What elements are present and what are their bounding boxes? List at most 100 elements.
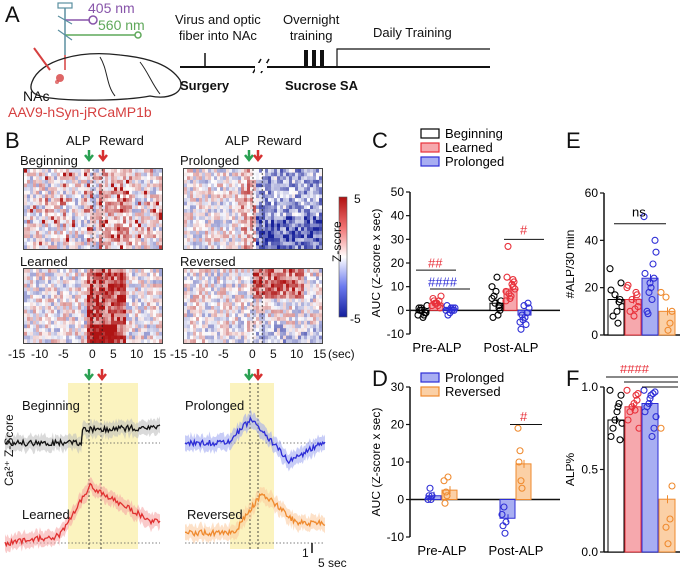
data-point <box>606 265 614 273</box>
timeline-axis <box>180 48 490 74</box>
event-arrows-2 <box>244 150 263 163</box>
panel-label-f: F <box>566 366 580 391</box>
data-point <box>631 305 639 313</box>
data-point <box>646 279 654 287</box>
data-point <box>662 523 670 531</box>
data-point <box>630 312 638 320</box>
colorbar-min: -5 <box>350 312 361 326</box>
y-tick-label: 0.5 <box>581 463 598 477</box>
data-point <box>524 299 532 307</box>
virus-label: AAV9-hSyn-jRCaMP1b <box>8 104 152 120</box>
data-point <box>518 484 526 492</box>
data-point <box>517 325 525 333</box>
data-point <box>632 391 640 399</box>
data-point <box>648 295 656 304</box>
data-point <box>424 495 432 504</box>
heatmap-prolonged <box>183 168 323 250</box>
y-tick-label: -10 <box>387 327 405 341</box>
y-tick-label: 10 <box>391 455 405 469</box>
data-point <box>431 299 439 307</box>
y-tick-label: 30 <box>391 232 405 246</box>
heatmap-title-learned: Learned <box>20 254 68 269</box>
chart-d: -10 0 10 20 30 AUC (Z-score x sec) Pre-ALP Post… <box>372 370 560 558</box>
data-point <box>666 319 674 327</box>
trace-title-prolonged: Prolonged <box>185 398 245 413</box>
heatmap-title-reversed: Reversed <box>180 254 236 269</box>
heatmap-xtick-7: -15 <box>170 347 188 361</box>
data-point <box>616 295 624 304</box>
trace-prolonged-line <box>184 415 326 465</box>
data-point <box>647 391 655 399</box>
event-arrows-1 <box>84 150 108 163</box>
data-point <box>649 260 657 268</box>
y-tick-label: 0.0 <box>581 545 598 559</box>
legend-label: Prolonged <box>445 370 504 385</box>
timeline-sucrose-label: Sucrose SA <box>285 78 358 93</box>
data-point <box>614 319 622 327</box>
data-point <box>494 311 502 319</box>
data-point <box>662 293 670 301</box>
chart-f: 0.0 0.5 1.0 ALP% #### <box>566 365 680 559</box>
trace-reversed-sem <box>185 487 325 544</box>
data-point <box>640 213 648 221</box>
trace-prolonged-sem <box>185 408 325 472</box>
data-point <box>609 424 617 432</box>
data-point <box>490 292 498 300</box>
data-point <box>664 326 672 334</box>
data-point <box>614 403 622 411</box>
trace-learned-line <box>4 482 161 548</box>
data-point <box>648 432 656 441</box>
legend-label: Prolonged <box>445 154 504 169</box>
panel-label-e: E <box>566 128 581 153</box>
event-reward-label-2: Reward <box>257 133 302 148</box>
data-point <box>491 299 499 307</box>
data-point <box>607 286 615 294</box>
data-point <box>657 288 665 296</box>
data-point <box>514 424 522 432</box>
y-axis-label: AUC (Z-score x sec) <box>372 209 383 318</box>
panel-label-c: C <box>372 128 388 153</box>
heatmap-reversed <box>183 268 323 344</box>
data-point <box>634 390 642 398</box>
data-point <box>428 492 436 500</box>
data-point <box>519 316 527 324</box>
x-category-label: Post-ALP <box>484 340 539 355</box>
scale-x-label: 5 sec <box>318 556 347 570</box>
legend-swatch <box>420 372 440 383</box>
heatmap-xtick-13: 15 <box>313 347 327 361</box>
data-point <box>631 406 639 414</box>
legend-swatch <box>420 128 440 139</box>
heatmap-xtick-9: -5 <box>218 347 229 361</box>
data-point <box>606 386 614 394</box>
event-alp-label-1: ALP <box>66 133 91 148</box>
legend-swatch <box>420 386 440 397</box>
data-point <box>503 273 511 281</box>
trace-title-learned: Learned <box>22 507 70 522</box>
scale-y-label: 1 <box>302 546 309 560</box>
event-arrows-4 <box>244 369 263 382</box>
trace-plots <box>4 383 326 553</box>
legend-label: Reversed <box>445 384 501 399</box>
trace-beginning-line <box>4 423 161 448</box>
y-tick-label: 40 <box>391 209 405 223</box>
panel-label-a: A <box>5 2 20 27</box>
data-point <box>611 291 619 299</box>
heatmap-title-prolonged: Prolonged <box>180 153 240 168</box>
y-tick-label: 20 <box>391 256 405 270</box>
data-point <box>502 518 510 526</box>
data-point <box>624 281 632 289</box>
data-point <box>417 304 425 312</box>
data-point <box>495 304 503 312</box>
data-point <box>617 391 625 399</box>
timeline-virus-label: Virus and optic fiber into NAc <box>175 12 261 43</box>
y-axis-label: #ALP/30 min <box>566 230 577 299</box>
data-point <box>518 311 526 319</box>
data-point <box>427 495 435 504</box>
data-point <box>500 503 508 511</box>
data-point <box>504 242 512 250</box>
heatmap-learned <box>23 268 163 344</box>
data-point <box>644 310 652 318</box>
data-point <box>440 477 448 485</box>
data-point <box>508 280 516 288</box>
data-point <box>645 288 653 296</box>
